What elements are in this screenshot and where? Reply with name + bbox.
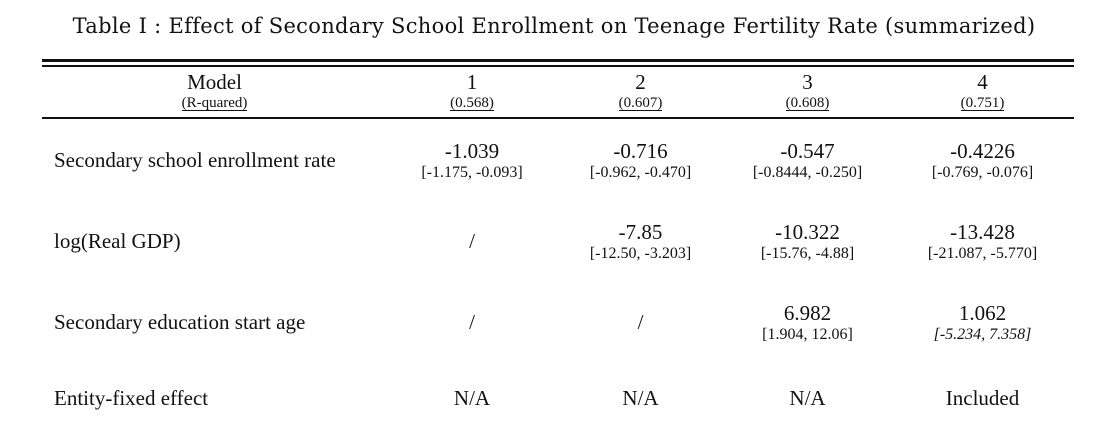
table-row-enrollment: Secondary school enrollment rate -1.039 … bbox=[42, 120, 1074, 201]
table-title: Table I : Effect of Secondary School Enr… bbox=[72, 14, 1036, 38]
top-rule-thin bbox=[42, 65, 1074, 67]
header-row: Model (R-quared) 1 (0.568) 2 (0.607) 3 (… bbox=[42, 68, 1074, 120]
confidence-interval: [-1.175, -0.093] bbox=[421, 163, 523, 181]
table-cell: 1.062 [-5.234, 7.358] bbox=[891, 282, 1074, 363]
confidence-interval: [-15.76, -4.88] bbox=[760, 244, 855, 262]
coefficient: -0.716 bbox=[613, 138, 668, 163]
cell-text: N/A bbox=[453, 385, 491, 410]
model-header-label: Model bbox=[187, 70, 242, 94]
table-row-log-gdp: log(Real GDP) / -7.85 [-12.50, -3.203] -… bbox=[42, 201, 1074, 282]
table-cell: -0.716 [-0.962, -0.470] bbox=[557, 120, 724, 201]
row-label: Secondary school enrollment rate bbox=[54, 148, 336, 172]
table-cell: -0.547 [-0.8444, -0.250] bbox=[724, 120, 891, 201]
coefficient: -0.547 bbox=[780, 138, 835, 163]
confidence-interval: [-12.50, -3.203] bbox=[589, 244, 692, 262]
column-r-squared: (0.751) bbox=[960, 95, 1005, 111]
column-number: 1 bbox=[466, 70, 478, 94]
table-row-start-age: Secondary education start age / / 6.982 … bbox=[42, 282, 1074, 363]
coefficient: -10.322 bbox=[775, 219, 840, 244]
table-cell: / bbox=[387, 201, 557, 282]
column-r-squared: (0.607) bbox=[618, 95, 663, 111]
column-header-1: 1 (0.568) bbox=[387, 68, 557, 120]
table-cell: -13.428 [-21.087, -5.770] bbox=[891, 201, 1074, 282]
coefficient: -7.85 bbox=[618, 219, 663, 244]
column-header-4: 4 (0.751) bbox=[891, 68, 1074, 120]
table-cell: 6.982 [1.904, 12.06] bbox=[724, 282, 891, 363]
table-cell: -1.039 [-1.175, -0.093] bbox=[387, 120, 557, 201]
table-cell: N/A bbox=[724, 363, 891, 433]
column-r-squared: (0.608) bbox=[785, 95, 830, 111]
cell-text: Included bbox=[945, 385, 1020, 410]
top-rule-thick bbox=[42, 59, 1074, 62]
table-cell: -10.322 [-15.76, -4.88] bbox=[724, 201, 891, 282]
row-label: Entity-fixed effect bbox=[54, 385, 209, 410]
table-cell: / bbox=[387, 282, 557, 363]
table-cell: -0.4226 [-0.769, -0.076] bbox=[891, 120, 1074, 201]
column-r-squared: (0.568) bbox=[450, 95, 494, 111]
cell-text: N/A bbox=[622, 385, 659, 410]
header-rule bbox=[42, 117, 1074, 119]
table-cell: Included bbox=[891, 363, 1074, 433]
coefficient: -13.428 bbox=[950, 219, 1015, 244]
confidence-interval: [-0.962, -0.470] bbox=[589, 163, 692, 181]
empty-marker: / bbox=[469, 229, 475, 253]
row-label: log(Real GDP) bbox=[54, 229, 181, 253]
empty-marker: / bbox=[637, 310, 644, 334]
column-number: 2 bbox=[635, 70, 646, 94]
confidence-interval: [-21.087, -5.770] bbox=[927, 244, 1038, 262]
coefficient: -0.4226 bbox=[950, 138, 1015, 163]
column-header-3: 3 (0.608) bbox=[724, 68, 891, 120]
coefficient: 1.062 bbox=[958, 300, 1007, 325]
empty-marker: / bbox=[469, 310, 475, 334]
column-header-2: 2 (0.607) bbox=[557, 68, 724, 120]
table-cell: N/A bbox=[387, 363, 557, 433]
cell-text: N/A bbox=[789, 385, 826, 410]
coefficient: 6.982 bbox=[783, 300, 832, 325]
column-number: 4 bbox=[977, 70, 988, 94]
confidence-interval: [-5.234, 7.358] bbox=[933, 325, 1032, 343]
confidence-interval: [-0.8444, -0.250] bbox=[752, 163, 863, 181]
confidence-interval: [-0.769, -0.076] bbox=[931, 163, 1034, 181]
table-cell: -7.85 [-12.50, -3.203] bbox=[557, 201, 724, 282]
results-table: Model (R-quared) 1 (0.568) 2 (0.607) 3 (… bbox=[42, 68, 1074, 433]
table-row-fixed-effect: Entity-fixed effect N/A N/A N/A Included bbox=[42, 363, 1074, 433]
table-cell: N/A bbox=[557, 363, 724, 433]
model-header-cell: Model (R-quared) bbox=[42, 68, 387, 120]
confidence-interval: [1.904, 12.06] bbox=[762, 325, 853, 343]
table-cell: / bbox=[557, 282, 724, 363]
model-header-sublabel: (R-quared) bbox=[181, 95, 248, 111]
column-number: 3 bbox=[802, 70, 813, 94]
row-label: Secondary education start age bbox=[54, 310, 306, 334]
coefficient: -1.039 bbox=[444, 138, 500, 163]
